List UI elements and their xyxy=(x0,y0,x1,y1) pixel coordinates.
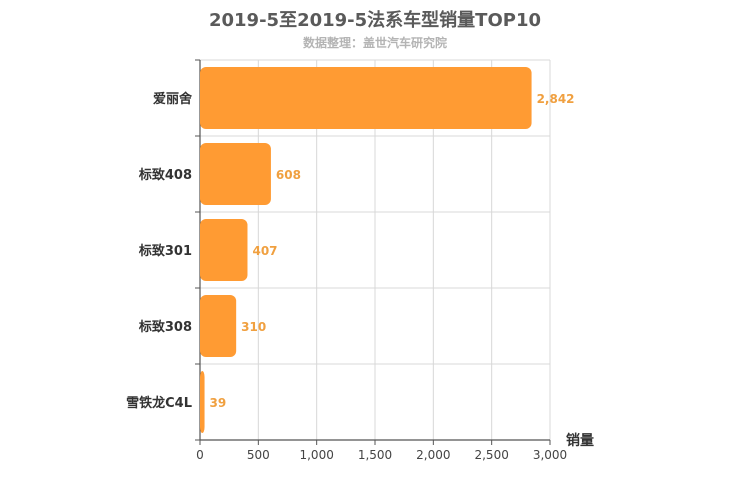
bar xyxy=(200,143,271,205)
category-label: 雪铁龙C4L xyxy=(126,395,192,411)
value-label: 2,842 xyxy=(537,92,575,106)
chart-subtitle: 数据整理：盖世汽车研究院 xyxy=(302,36,447,50)
category-label: 标致301 xyxy=(138,243,192,259)
chart-title: 2019-5至2019-5法系车型销量TOP10 xyxy=(208,10,541,31)
x-tick-label: 2,500 xyxy=(474,448,508,462)
x-tick-label: 2,000 xyxy=(416,448,450,462)
x-tick-label: 3,000 xyxy=(533,448,567,462)
value-label: 310 xyxy=(241,320,266,334)
bar xyxy=(200,295,237,357)
x-tick-label: 0 xyxy=(196,448,204,462)
x-tick-label: 1,500 xyxy=(358,448,392,462)
value-label: 39 xyxy=(210,396,227,410)
category-label: 标致308 xyxy=(138,319,192,335)
category-label: 爱丽舍 xyxy=(153,91,193,107)
bar xyxy=(200,67,532,129)
value-label: 407 xyxy=(252,244,277,258)
x-axis-title: 销量 xyxy=(566,432,594,449)
bar xyxy=(200,371,205,433)
category-label: 标致408 xyxy=(138,167,192,183)
bar xyxy=(200,219,248,281)
x-tick-label: 1,000 xyxy=(299,448,333,462)
value-label: 608 xyxy=(276,168,301,182)
x-tick-label: 500 xyxy=(247,448,270,462)
